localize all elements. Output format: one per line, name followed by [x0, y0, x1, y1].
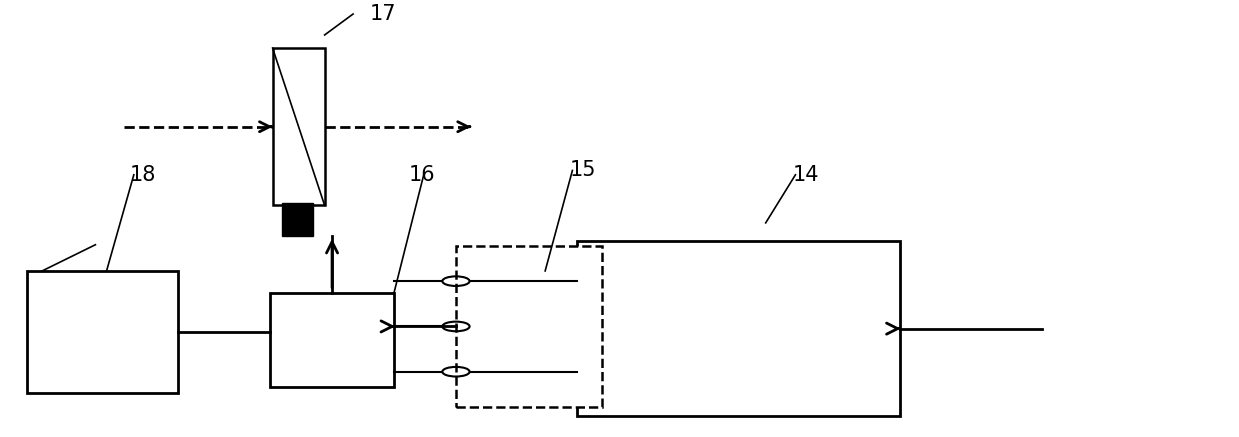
FancyBboxPatch shape: [577, 241, 900, 416]
Text: 16: 16: [409, 165, 435, 185]
FancyBboxPatch shape: [27, 271, 178, 393]
Text: 15: 15: [570, 160, 596, 180]
Text: 14: 14: [793, 165, 819, 185]
Bar: [282, 203, 313, 236]
FancyBboxPatch shape: [273, 48, 325, 205]
FancyBboxPatch shape: [456, 246, 602, 407]
Text: 18: 18: [130, 165, 156, 185]
FancyBboxPatch shape: [270, 293, 394, 387]
Text: 17: 17: [369, 4, 395, 24]
